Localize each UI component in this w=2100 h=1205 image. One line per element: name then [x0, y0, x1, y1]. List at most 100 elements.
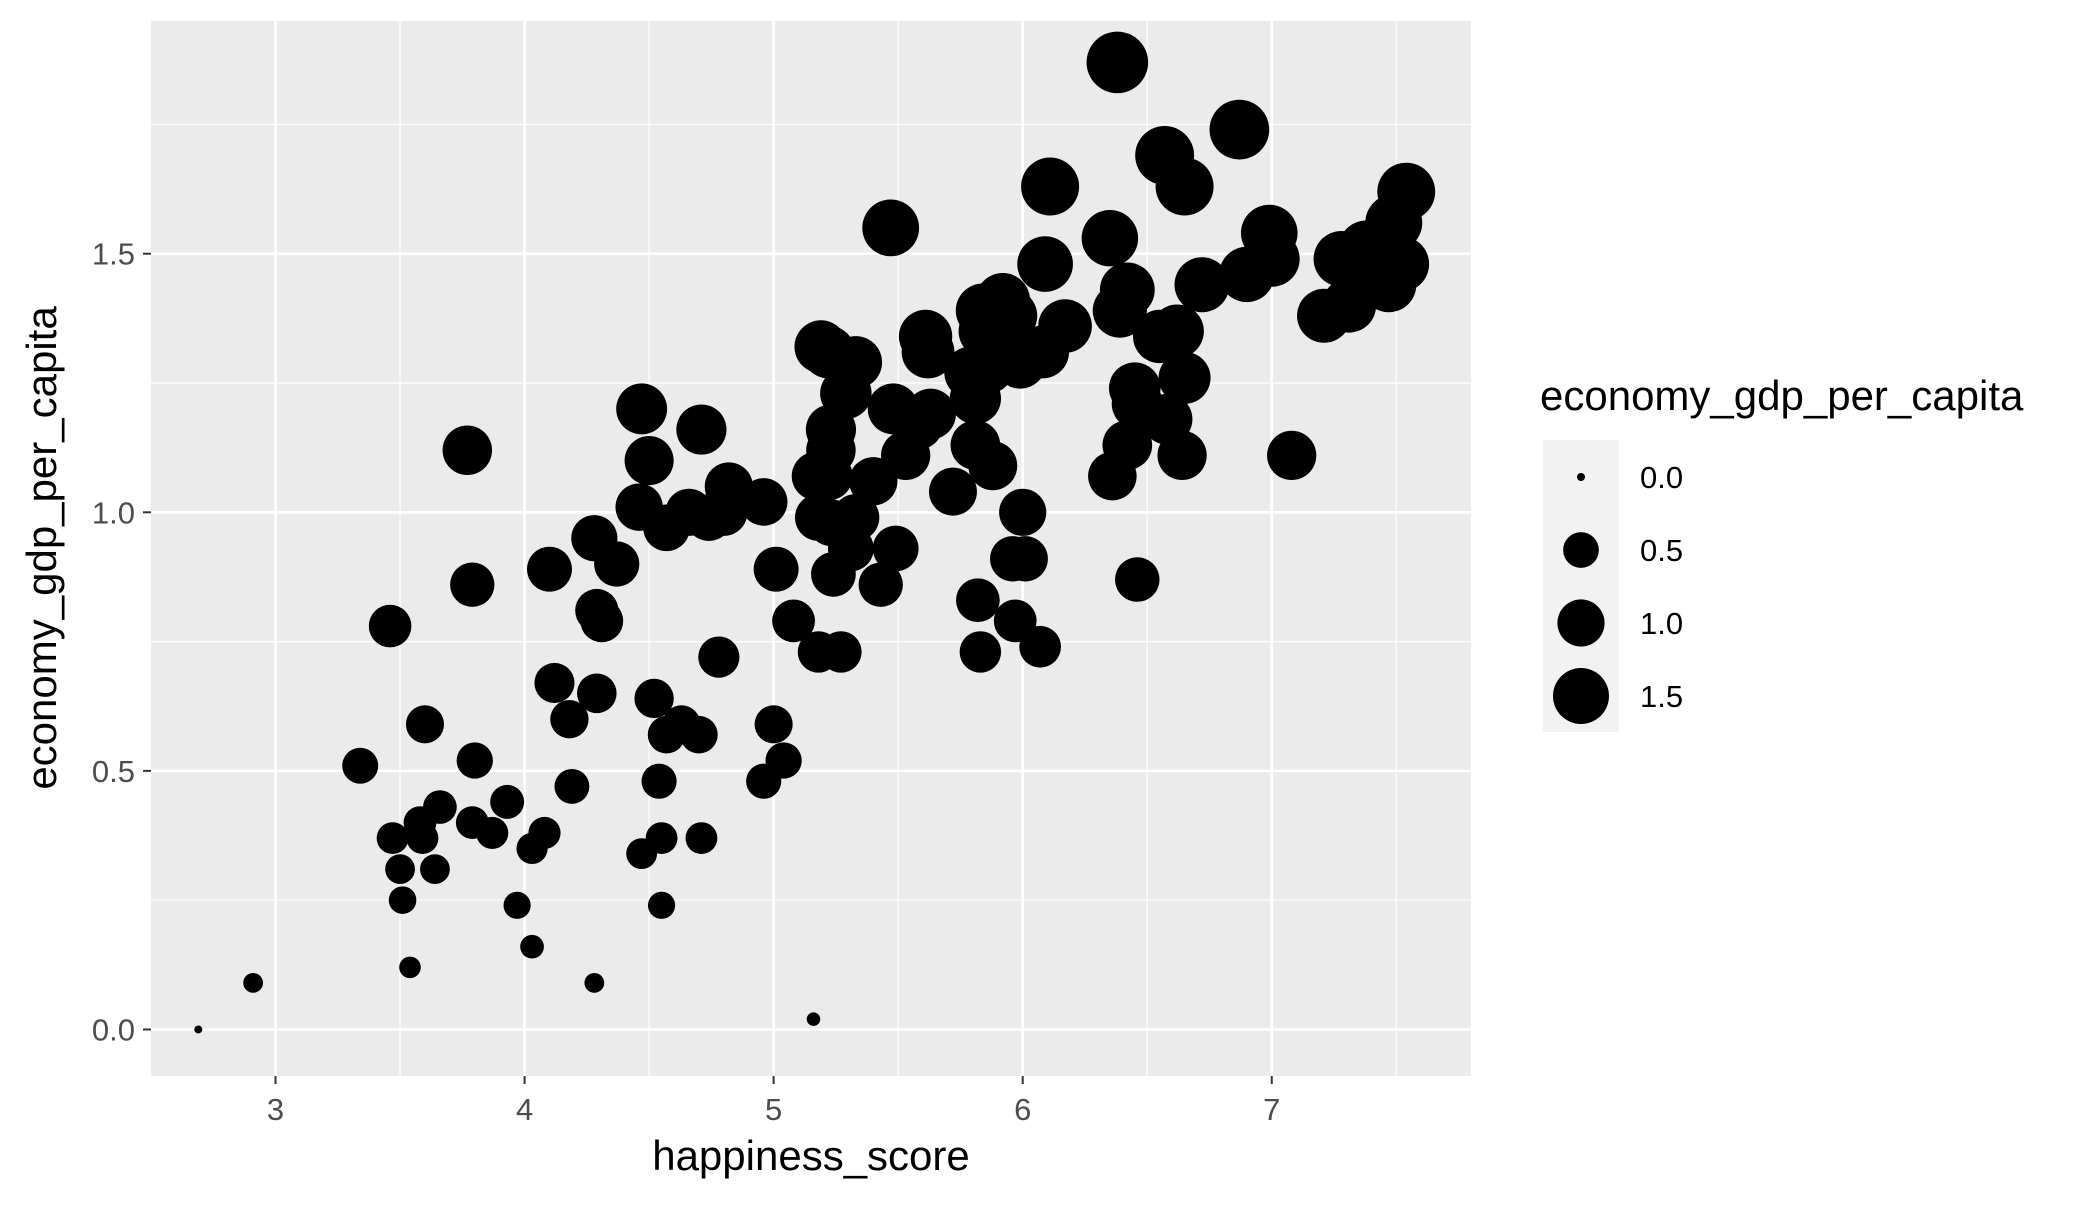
y-tick-label: 1.0 [92, 495, 135, 530]
data-point [376, 822, 409, 855]
legend-title: economy_gdp_per_capita [1540, 372, 2024, 419]
legend-key [1557, 599, 1605, 647]
data-point [1157, 430, 1207, 481]
data-point [616, 383, 668, 435]
data-point [983, 288, 1038, 343]
data-point [385, 854, 415, 885]
data-point [739, 478, 788, 526]
legend-key [1553, 668, 1609, 724]
x-tick-label: 4 [516, 1092, 533, 1127]
data-point [1002, 536, 1048, 582]
data-point [829, 336, 883, 389]
y-tick-label: 0.5 [92, 754, 135, 789]
data-point [584, 973, 605, 993]
data-point [753, 546, 799, 592]
data-point [806, 1012, 821, 1026]
data-point [406, 822, 439, 855]
data-point [442, 425, 493, 475]
data-point [999, 488, 1047, 536]
data-point [645, 822, 678, 855]
data-point [1209, 99, 1270, 160]
data-point [905, 388, 956, 440]
data-point [1155, 157, 1214, 216]
data-point [423, 790, 457, 824]
x-axis-title: happiness_score [652, 1132, 970, 1179]
data-point [1081, 209, 1139, 267]
data-point [772, 599, 815, 643]
data-point [956, 578, 1000, 623]
data-point [1086, 31, 1149, 94]
data-point [858, 562, 903, 607]
data-point [534, 662, 575, 703]
data-point [342, 747, 379, 784]
data-point [804, 451, 853, 501]
y-tick-label: 1.5 [92, 237, 135, 272]
data-point [1038, 299, 1092, 353]
data-point [594, 541, 640, 587]
data-point [641, 763, 677, 799]
data-point [388, 886, 417, 914]
data-point [928, 467, 977, 516]
data-point [634, 678, 674, 719]
data-point [765, 742, 802, 779]
size-legend: economy_gdp_per_capita 0.0 0.5 1.0 1.5 [1540, 372, 2024, 732]
data-point [1174, 257, 1230, 313]
data-point [490, 784, 525, 819]
data-point [872, 525, 919, 572]
data-point [194, 1025, 203, 1034]
data-point [528, 816, 561, 850]
legend-entries: 0.0 0.5 1.0 1.5 [1553, 460, 1683, 724]
data-point [676, 404, 727, 455]
data-point [503, 891, 531, 919]
data-point [577, 673, 617, 714]
data-point [959, 631, 1002, 673]
data-point [680, 715, 718, 754]
x-tick-label: 6 [1014, 1092, 1031, 1127]
data-point [1150, 304, 1204, 359]
data-point [832, 493, 880, 541]
data-point [520, 934, 544, 959]
legend-label: 0.0 [1640, 460, 1683, 495]
data-point [1017, 236, 1073, 292]
data-point [399, 956, 421, 979]
data-point [1377, 162, 1436, 221]
y-axis-title: economy_gdp_per_capita [18, 306, 65, 790]
data-point [698, 636, 740, 678]
data-point [456, 742, 493, 779]
data-point [368, 604, 412, 648]
data-point [1102, 420, 1153, 470]
legend-key [1563, 532, 1599, 568]
y-axis: 0.0 0.5 1.0 1.5 [92, 237, 151, 1047]
data-point [476, 816, 509, 850]
data-point [243, 973, 263, 993]
data-point [1021, 157, 1080, 216]
data-point [647, 891, 676, 919]
data-point [580, 599, 624, 643]
data-point [554, 768, 590, 804]
data-point [901, 325, 955, 379]
data-points [194, 31, 1436, 1034]
data-point [624, 436, 674, 486]
data-point [968, 441, 1018, 491]
x-tick-label: 5 [765, 1092, 782, 1127]
data-point [1267, 430, 1317, 481]
data-point [700, 488, 748, 536]
data-point [820, 631, 862, 673]
data-point [754, 705, 793, 744]
data-point [1158, 351, 1211, 404]
data-point [420, 854, 450, 885]
legend-label: 1.5 [1640, 679, 1683, 714]
data-point [527, 546, 572, 592]
data-point [1243, 230, 1300, 287]
data-point [1114, 557, 1160, 602]
x-axis: 3 4 5 6 7 [267, 1076, 1280, 1127]
legend-key [1577, 473, 1585, 481]
data-point [1099, 262, 1155, 318]
x-tick-label: 7 [1263, 1092, 1280, 1127]
legend-label: 0.5 [1640, 533, 1683, 568]
data-point [1019, 625, 1061, 668]
y-tick-label: 0.0 [92, 1012, 135, 1047]
data-point [450, 562, 495, 607]
data-point [1373, 236, 1430, 292]
